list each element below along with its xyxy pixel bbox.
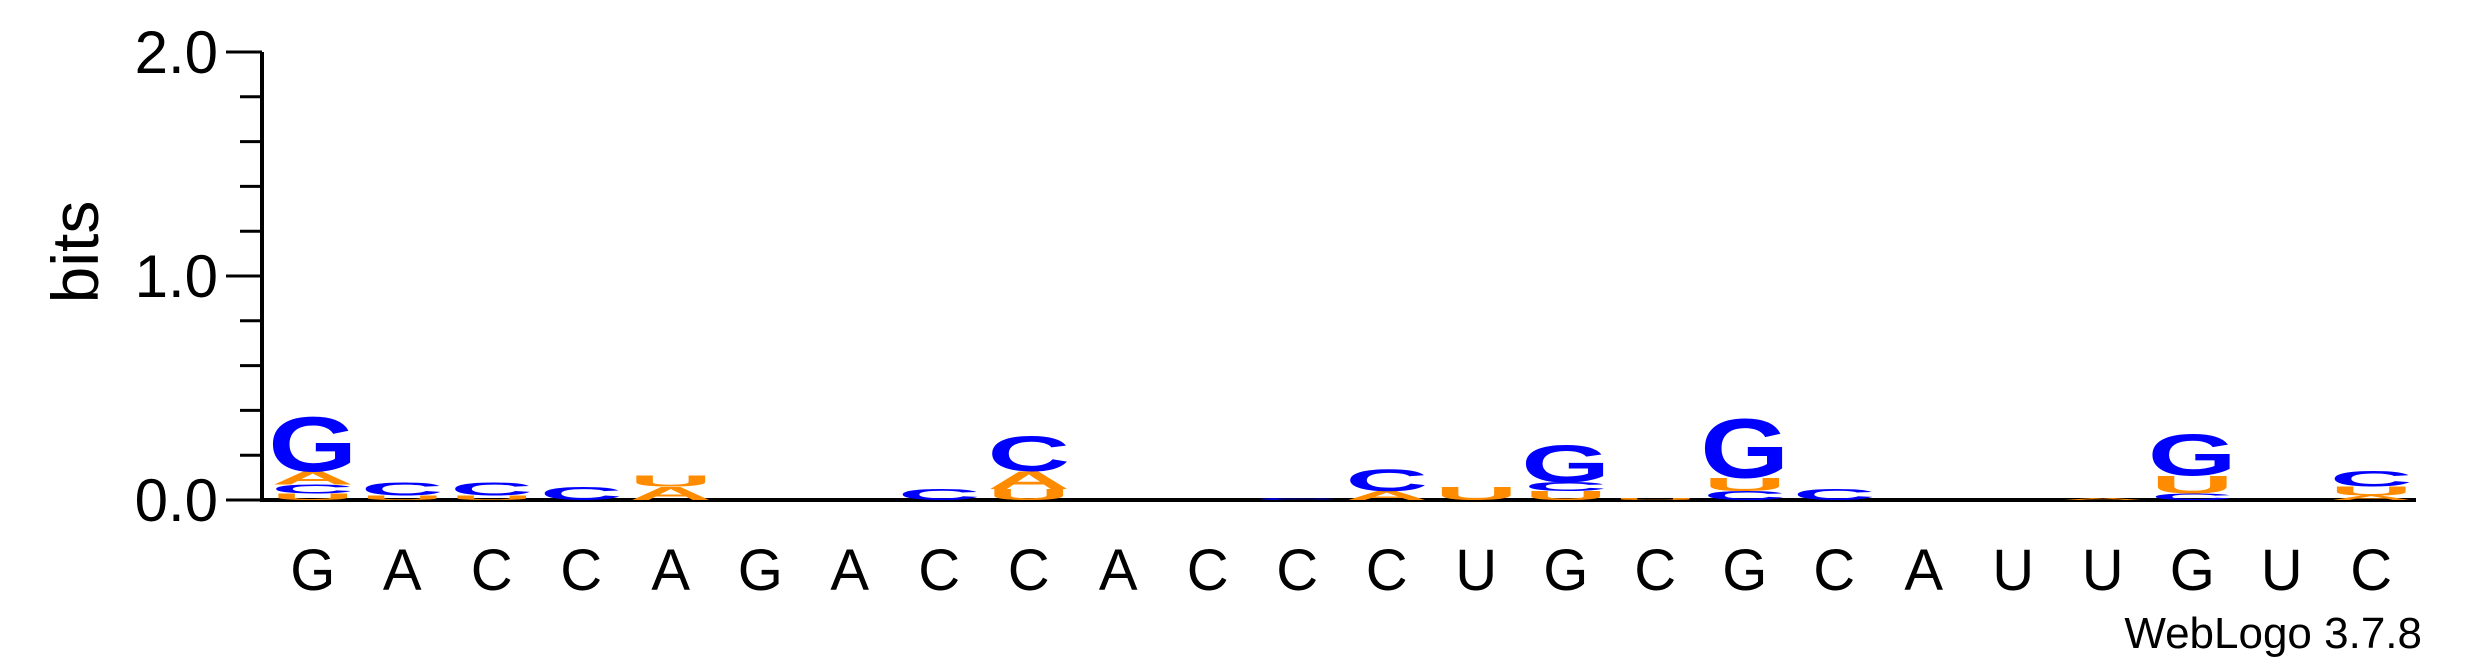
- x-tick-label: C: [560, 538, 602, 603]
- x-tick-label: U: [1455, 538, 1497, 603]
- logo-glyph-u: U: [271, 492, 354, 502]
- logo-glyph-a: A: [1345, 489, 1428, 503]
- x-tick-label: C: [1634, 538, 1676, 603]
- logo-glyph-a: A: [2061, 497, 2144, 500]
- logo-glyph-u: U: [2151, 471, 2234, 499]
- logo-glyph-u: U: [1703, 474, 1786, 495]
- x-tick-label: C: [918, 538, 960, 603]
- logo-glyph-c: C: [1703, 489, 1786, 503]
- x-tick-label: U: [2082, 538, 2124, 603]
- logo-glyph-a: A: [987, 466, 1070, 494]
- x-tick-label: C: [1813, 538, 1855, 603]
- x-tick-label: A: [1904, 538, 1943, 603]
- logo-glyph-u: U: [1435, 483, 1518, 504]
- logo-glyph-c: C: [540, 483, 623, 504]
- x-tick-label: A: [830, 538, 869, 603]
- logo-glyph-u: U: [987, 486, 1070, 503]
- logo-glyph-a: A: [271, 468, 354, 489]
- logo-glyph-u: U: [1524, 489, 1607, 503]
- logo-glyph-c: C: [271, 482, 354, 496]
- logo-glyph-u: U: [1614, 497, 1697, 500]
- logo-glyph-c: C: [898, 486, 981, 503]
- logo-glyph-g: G: [1521, 434, 1610, 493]
- y-ticks: 0.0 1.0 2.0: [135, 19, 262, 534]
- logo-glyph-a: A: [2330, 494, 2413, 501]
- logo-glyph-c: C: [450, 479, 533, 500]
- logo-glyph-u: U: [450, 494, 533, 501]
- logo-glyph-c: C: [1524, 480, 1607, 494]
- logo-glyph-a: A: [629, 483, 712, 504]
- logo-glyph-g: G: [2148, 423, 2237, 489]
- x-tick-label: U: [2261, 538, 2303, 603]
- x-tick-label: C: [1366, 538, 1408, 603]
- logo-glyph-c: C: [1793, 486, 1876, 503]
- logo-glyph-c: C: [1345, 463, 1428, 498]
- y-tick-label: 1.0: [135, 243, 218, 310]
- x-tick-label: A: [1099, 538, 1138, 603]
- x-tick-label: G: [2170, 538, 2215, 603]
- x-tick-label: C: [1276, 538, 1318, 603]
- axes: [260, 52, 2416, 502]
- y-axis-label: bits: [38, 201, 112, 304]
- logo-glyph-u: U: [361, 494, 444, 501]
- x-tick-label: C: [471, 538, 513, 603]
- x-tick-label: C: [1187, 538, 1229, 603]
- y-tick-label: 0.0: [135, 467, 218, 534]
- x-tick-label: G: [738, 538, 783, 603]
- x-tick-label: C: [2350, 538, 2392, 603]
- logo-glyph-c: C: [2151, 492, 2234, 502]
- x-tick-label: G: [1722, 538, 1767, 603]
- logo-glyph-g: G: [1700, 402, 1789, 496]
- x-tick-label: A: [651, 538, 690, 603]
- x-tick-label: U: [1992, 538, 2034, 603]
- y-tick-label: 2.0: [135, 19, 218, 86]
- weblogo-credit: WebLogo 3.7.8: [2124, 609, 2422, 658]
- logo-glyph-c: C: [1256, 497, 1339, 500]
- logo-glyph-u: U: [2330, 484, 2413, 498]
- logo-glyph-c: C: [361, 479, 444, 500]
- x-tick-label: G: [290, 538, 335, 603]
- logo-glyph-c: C: [987, 426, 1070, 482]
- x-tick-label: G: [1543, 538, 1588, 603]
- logo-glyph-u: U: [629, 473, 712, 490]
- x-tick-label: A: [383, 538, 422, 603]
- logo-glyph-g: G: [268, 400, 357, 487]
- x-tick-label: C: [1008, 538, 1050, 603]
- logo-glyph-c: C: [2330, 467, 2413, 491]
